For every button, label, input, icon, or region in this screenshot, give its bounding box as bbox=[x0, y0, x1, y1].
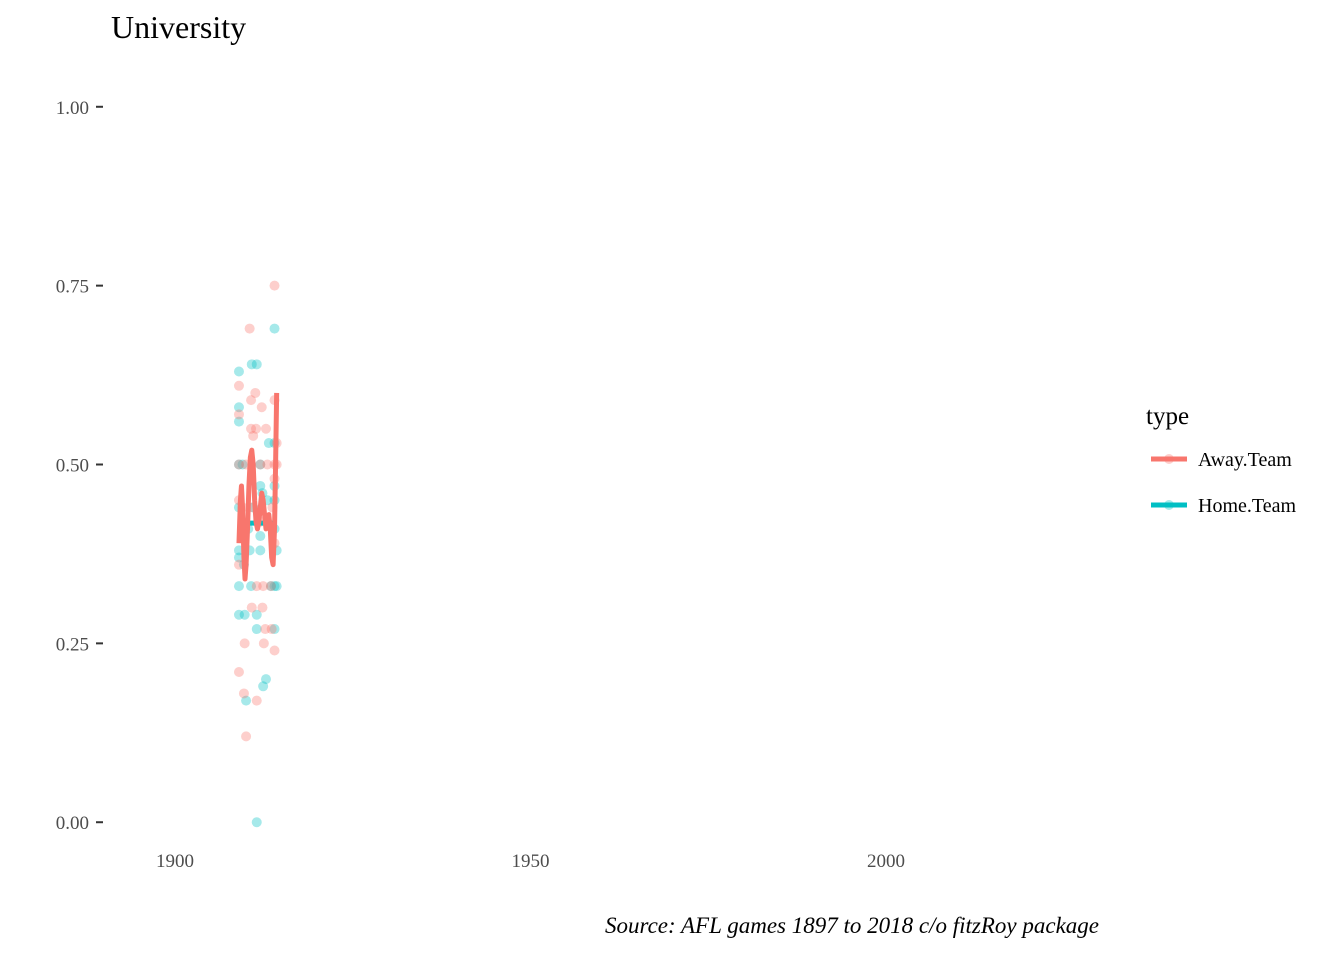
data-point bbox=[271, 581, 282, 592]
legend-label: Home.Team bbox=[1198, 495, 1296, 517]
trend-line bbox=[236, 392, 280, 582]
data-point bbox=[241, 695, 252, 706]
y-tick-label: 0.00 bbox=[56, 813, 89, 834]
legend-item: Away.Team bbox=[1151, 449, 1292, 471]
data-point bbox=[246, 602, 257, 613]
trend-lines bbox=[236, 392, 280, 582]
data-point bbox=[260, 423, 271, 434]
data-point bbox=[255, 459, 266, 470]
data-point bbox=[251, 609, 262, 620]
data-point bbox=[269, 323, 280, 334]
data-point bbox=[256, 402, 267, 413]
data-point bbox=[251, 624, 262, 635]
data-point bbox=[246, 423, 257, 434]
x-tick-label: 1950 bbox=[511, 851, 549, 872]
data-point bbox=[248, 430, 259, 441]
data-point bbox=[260, 624, 271, 635]
data-point bbox=[233, 366, 244, 377]
data-point bbox=[269, 581, 280, 592]
data-point bbox=[251, 817, 262, 828]
data-point bbox=[244, 323, 255, 334]
legend-key-point bbox=[1164, 500, 1174, 510]
data-point bbox=[239, 609, 250, 620]
data-point bbox=[255, 459, 266, 470]
data-point bbox=[251, 359, 262, 370]
legend-label: Away.Team bbox=[1198, 449, 1292, 471]
data-point bbox=[233, 581, 244, 592]
data-point bbox=[233, 402, 244, 413]
data-point bbox=[251, 695, 262, 706]
data-point bbox=[262, 459, 273, 470]
data-point bbox=[269, 280, 280, 291]
y-tick-label: 0.50 bbox=[56, 456, 89, 477]
data-point bbox=[233, 459, 244, 470]
data-point bbox=[258, 581, 269, 592]
legend: type Away.Team Home.Team bbox=[1146, 403, 1296, 517]
data-point bbox=[258, 681, 269, 692]
y-axis: 0.00 0.25 0.50 0.75 1.00 bbox=[56, 98, 103, 834]
data-point bbox=[238, 688, 249, 699]
y-tick-label: 0.75 bbox=[56, 277, 89, 298]
data-point bbox=[251, 581, 262, 592]
data-point bbox=[246, 395, 257, 406]
x-tick-label: 1900 bbox=[156, 851, 194, 872]
data-point bbox=[233, 409, 244, 420]
data-point bbox=[269, 645, 280, 656]
data-point bbox=[241, 731, 252, 742]
data-point bbox=[263, 438, 274, 449]
chart-caption: Source: AFL games 1897 to 2018 c/o fitzR… bbox=[605, 913, 1099, 938]
y-tick-label: 1.00 bbox=[56, 98, 89, 119]
data-point bbox=[246, 359, 257, 370]
legend-title: type bbox=[1146, 403, 1189, 430]
data-point bbox=[266, 624, 277, 635]
data-point bbox=[251, 423, 262, 434]
data-point bbox=[265, 581, 276, 592]
data-point bbox=[250, 387, 261, 398]
data-point bbox=[233, 380, 244, 391]
x-axis: 1900 1950 2000 bbox=[156, 851, 905, 872]
data-point bbox=[233, 609, 244, 620]
data-point bbox=[233, 559, 244, 570]
data-point bbox=[255, 531, 266, 542]
data-point bbox=[237, 459, 248, 470]
data-point bbox=[246, 581, 257, 592]
data-point bbox=[257, 602, 268, 613]
data-point bbox=[255, 480, 266, 491]
y-tick-label: 0.25 bbox=[56, 634, 89, 655]
data-point bbox=[260, 674, 271, 685]
data-point bbox=[233, 666, 244, 677]
chart-title: University bbox=[111, 9, 246, 45]
data-point bbox=[258, 638, 269, 649]
data-point bbox=[255, 545, 266, 556]
x-tick-label: 2000 bbox=[867, 851, 905, 872]
legend-key-point bbox=[1164, 454, 1174, 464]
data-point bbox=[269, 624, 280, 635]
data-point bbox=[239, 638, 250, 649]
data-point bbox=[265, 581, 276, 592]
data-point bbox=[233, 459, 244, 470]
data-point bbox=[233, 416, 244, 427]
legend-item: Home.Team bbox=[1151, 495, 1296, 517]
